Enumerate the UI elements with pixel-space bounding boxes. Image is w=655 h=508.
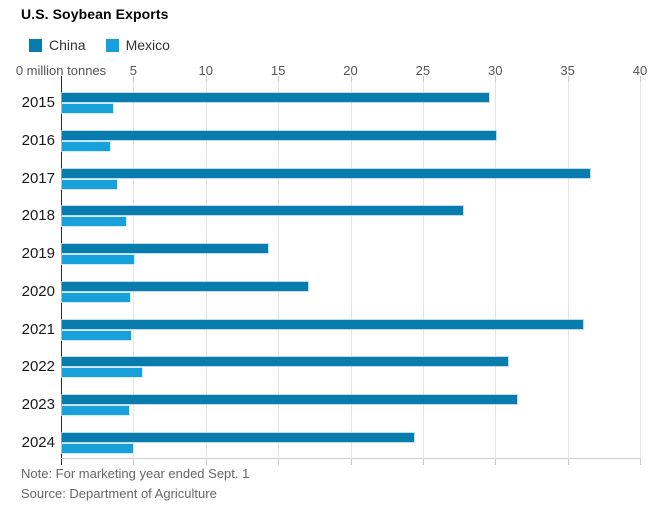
bottom-tick-mark-10 [205,459,207,465]
year-label-2022: 2022 [21,358,55,376]
x-axis-tick-mark-40 [640,76,641,82]
x-axis-tick-mark-0 [61,76,62,82]
note-text: Note: For marketing year ended Sept. 1 [21,466,250,481]
x-axis-tick-label-0: 0 million tonnes [15,63,107,78]
bottom-tick-mark-15 [278,459,280,465]
bar-mexico-2022 [62,368,142,378]
gridline-40 [640,82,641,459]
year-label-2016: 2016 [21,131,55,149]
bar-mexico-2021 [62,330,132,340]
bar-mexico-2023 [62,406,129,415]
bottom-tick-mark-20 [350,459,352,465]
x-axis-tick-mark-20 [350,76,352,82]
year-label-2023: 2023 [21,396,55,413]
bar-mexico-2015 [62,104,113,113]
legend-label: Mexico [125,37,170,53]
bar-china-2016 [62,130,497,140]
legend-label: China [49,37,86,53]
legend: China Mexico [29,37,170,53]
bar-mexico-2024 [62,443,133,453]
chart-title: U.S. Soybean Exports [21,6,169,22]
year-label-2019: 2019 [21,245,55,262]
x-axis-tick-label-10: 10 [198,63,213,78]
bar-mexico-2017 [62,179,117,189]
x-axis-tick-mark-15 [278,76,280,82]
gridline-30 [495,82,497,459]
x-axis-tick-mark-5 [133,76,135,82]
bar-mexico-2018 [62,217,126,227]
legend-swatch-china [29,38,42,52]
bar-mexico-2020 [62,292,131,302]
bottom-tick-mark-35 [567,459,569,465]
bottom-tick-mark-5 [133,459,135,465]
x-axis-tick-label-35: 35 [560,63,575,78]
gridline-35 [567,82,569,459]
legend-swatch-mexico [105,38,119,52]
year-label-2015: 2015 [21,94,55,111]
source-text: Source: Department of Agriculture [21,486,217,501]
chart-footer: Note: For marketing year ended Sept. 1 S… [21,464,249,504]
year-label-2021: 2021 [21,320,55,338]
x-axis-tick-label-5: 5 [129,63,137,78]
year-label-2018: 2018 [21,207,55,225]
year-label-2024: 2024 [21,433,55,451]
year-label-2020: 2020 [21,282,55,300]
bottom-tick-mark-40 [640,459,641,465]
x-axis-tick-mark-25 [422,76,424,82]
gridline-20 [350,82,352,459]
bar-china-2024 [62,432,414,442]
x-axis-tick-label-15: 15 [270,63,286,78]
x-axis-tick-label-40: 40 [632,63,648,78]
bottom-tick-mark-30 [495,459,497,465]
legend-item-mexico: Mexico [105,37,170,53]
bar-china-2022 [62,357,508,367]
x-axis-tick-label-30: 30 [488,63,503,78]
bar-mexico-2016 [62,141,110,151]
bar-china-2019 [62,244,268,253]
x-axis-tick-mark-10 [205,76,207,82]
plot-area [61,82,641,465]
bar-china-2018 [62,206,463,216]
gridline-15 [278,82,280,459]
x-axis-tick-mark-35 [567,76,569,82]
bar-china-2015 [62,93,489,102]
x-axis-tick-mark-30 [495,76,497,82]
bottom-tick-mark-25 [422,459,424,465]
zero-axis-line [61,82,62,465]
bar-china-2023 [62,395,517,404]
bar-mexico-2019 [62,255,135,264]
x-axis-tick-label-25: 25 [415,63,431,78]
legend-item-china: China [29,37,86,53]
x-axis-tick-label-20: 20 [343,63,358,78]
gridline-10 [205,82,207,459]
bar-china-2021 [62,319,584,329]
gridline-5 [133,82,135,459]
year-label-2017: 2017 [21,169,55,187]
bar-china-2020 [62,281,309,291]
gridline-25 [422,82,424,459]
bar-china-2017 [62,168,591,178]
